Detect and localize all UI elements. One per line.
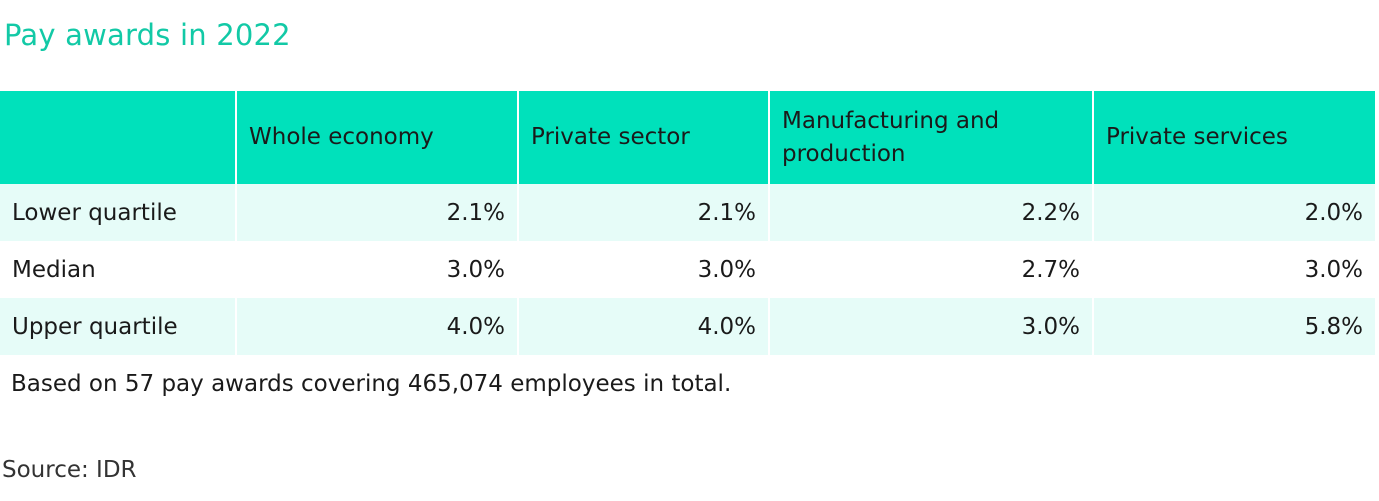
table-row: Median 3.0% 3.0% 2.7% 3.0% [0, 241, 1375, 298]
table-cell: 2.0% [1304, 199, 1363, 226]
header-cell-blank [0, 91, 237, 184]
table-cell: 2.7% [769, 241, 1094, 298]
header-cell-private-sector: Private sector [518, 91, 770, 184]
row-label: Median [0, 241, 237, 298]
table-cell: 4.0% [236, 298, 519, 355]
table-row: Lower quartile 2.1% 2.1% 2.2% 2.0% [0, 184, 1375, 241]
table-cell: 3.0% [1304, 256, 1363, 283]
source-credit: Source: IDR [2, 457, 137, 483]
table-cell: 4.0% [518, 298, 770, 355]
page-title: Pay awards in 2022 [4, 18, 291, 52]
row-label: Upper quartile [0, 298, 237, 355]
header-cell-private-services: Private services [1106, 124, 1288, 151]
pay-awards-table: Whole economy Private sector Manufacturi… [0, 91, 1375, 355]
row-label: Lower quartile [0, 184, 237, 241]
table-header-row: Whole economy Private sector Manufacturi… [0, 91, 1375, 184]
header-cell-manufacturing-production: Manufacturing and production [769, 91, 1094, 184]
table-cell: 3.0% [769, 298, 1094, 355]
table-cell: 2.1% [236, 184, 519, 241]
header-cell-whole-economy: Whole economy [236, 91, 519, 184]
table-cell: 3.0% [236, 241, 519, 298]
table-footnote: Based on 57 pay awards covering 465,074 … [11, 371, 732, 397]
table-row: Upper quartile 4.0% 4.0% 3.0% 5.8% [0, 298, 1375, 355]
table-cell: 2.2% [769, 184, 1094, 241]
table-cell: 2.1% [518, 184, 770, 241]
table-cell: 5.8% [1304, 313, 1363, 340]
table-cell: 3.0% [518, 241, 770, 298]
